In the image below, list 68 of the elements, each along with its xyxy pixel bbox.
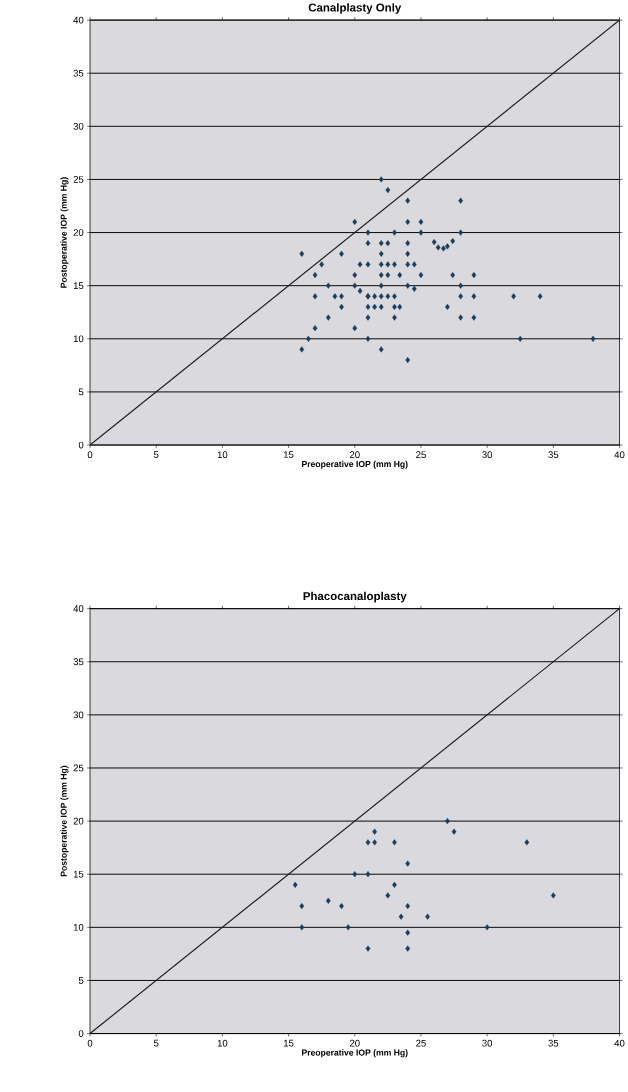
y-axis-title: Postoperative IOP (mm Hg) <box>60 177 69 288</box>
point <box>292 881 298 888</box>
point <box>365 871 371 878</box>
point <box>398 913 404 920</box>
point <box>365 839 371 846</box>
point <box>451 828 457 835</box>
x-tick-label: 20 <box>349 1039 360 1047</box>
y-tick-label: 40 <box>73 605 84 613</box>
y-tick-label: 10 <box>73 335 84 343</box>
y-tick-label: 30 <box>73 122 84 130</box>
x-tick-label: 25 <box>416 1039 426 1047</box>
point <box>405 903 411 910</box>
point <box>550 892 556 899</box>
y-tick-label: 40 <box>73 16 84 24</box>
point <box>385 892 391 899</box>
point <box>445 818 450 825</box>
point <box>339 903 344 910</box>
x-tick-label: 0 <box>87 451 93 459</box>
point <box>299 903 305 910</box>
x-tick-label: 35 <box>548 1039 559 1047</box>
x-tick-label: 15 <box>283 451 294 458</box>
x-tick-label: 25 <box>416 451 426 459</box>
x-tick-label: 10 <box>217 1039 228 1047</box>
x-tick-label: 40 <box>614 451 625 459</box>
point <box>372 828 377 835</box>
x-tick-label: 15 <box>283 1039 294 1047</box>
y-tick-label: 0 <box>78 441 84 449</box>
y-axis-title: Postoperative IOP (mm Hg) <box>60 765 69 877</box>
point <box>345 924 351 931</box>
y-tick-label: 10 <box>73 923 84 931</box>
x-tick-label: 0 <box>87 1039 93 1047</box>
x-tick-label: 40 <box>614 1039 625 1047</box>
y-tick-label: 0 <box>78 1030 84 1037</box>
point <box>352 871 358 878</box>
x-axis-title: Preoperative IOP (mm Hg) <box>302 1049 408 1058</box>
point <box>325 897 331 904</box>
x-axis-title: Preoperative IOP (mm Hg) <box>302 460 408 469</box>
point <box>392 839 397 846</box>
y-tick-label: 30 <box>73 711 84 719</box>
point <box>484 924 490 931</box>
y-tick-label: 5 <box>78 388 84 396</box>
point <box>365 945 371 952</box>
y-tick-label: 20 <box>73 817 84 825</box>
x-tick-label: 20 <box>349 451 360 459</box>
y-tick-label: 20 <box>73 229 84 236</box>
x-tick-label: 30 <box>482 451 493 459</box>
point <box>299 924 305 931</box>
point <box>392 881 397 888</box>
x-tick-label: 30 <box>482 1039 493 1047</box>
chart-title: Phacocanaloplasty <box>303 591 407 603</box>
y-tick-label: 35 <box>73 658 84 666</box>
y-tick-label: 25 <box>73 764 84 772</box>
y-tick-label: 15 <box>73 870 84 878</box>
y-tick-label: 5 <box>78 977 84 984</box>
point <box>372 839 377 846</box>
x-tick-label: 5 <box>153 1039 159 1047</box>
y-tick-label: 15 <box>73 282 84 290</box>
x-tick-label: 10 <box>217 451 228 459</box>
point <box>524 839 530 846</box>
y-tick-label: 35 <box>73 69 84 77</box>
x-tick-label: 35 <box>548 451 559 459</box>
point <box>425 913 430 920</box>
point <box>405 945 411 952</box>
x-tick-label: 5 <box>153 451 159 458</box>
chart-title: Canalplasty Only <box>308 3 402 14</box>
point <box>405 929 411 936</box>
point <box>405 860 411 867</box>
y-tick-label: 25 <box>73 176 84 183</box>
